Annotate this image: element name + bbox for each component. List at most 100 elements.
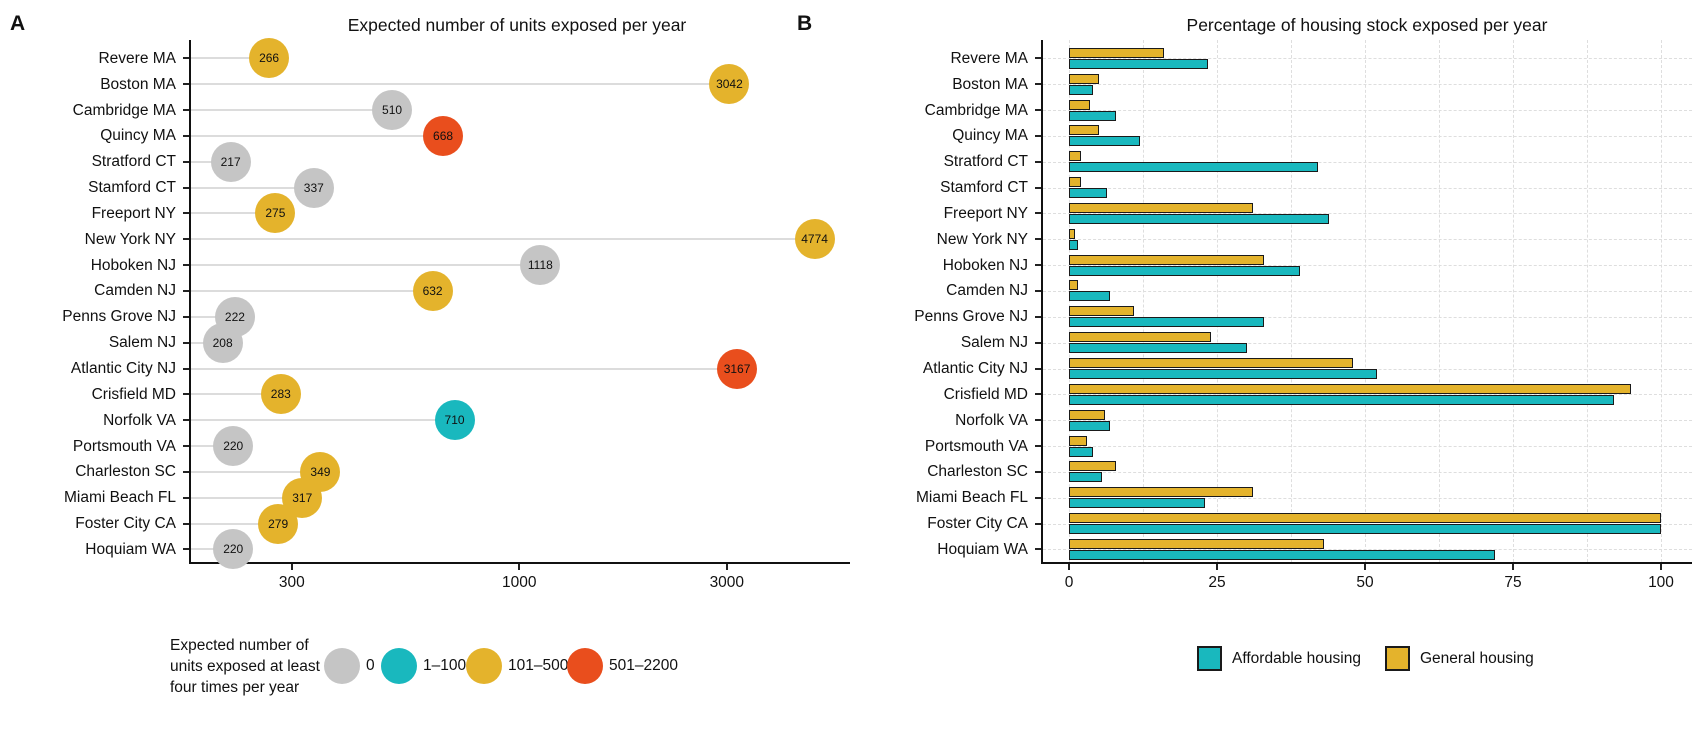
city-label: Revere MA	[98, 49, 176, 67]
city-label: Portsmouth VA	[924, 437, 1028, 455]
stem-line	[191, 289, 433, 292]
data-point-circle: 3167	[717, 348, 758, 389]
legend-circle	[466, 648, 502, 684]
gridline-horizontal	[1043, 265, 1692, 267]
city-label: New York NY	[84, 230, 176, 248]
legend-circle	[567, 648, 603, 684]
city-label: Camden NJ	[94, 282, 176, 300]
y-tick-mark	[1035, 134, 1041, 137]
stem-line	[191, 548, 234, 551]
y-tick-mark	[183, 393, 189, 396]
stem-line	[191, 315, 235, 318]
y-tick-mark	[1035, 264, 1041, 267]
y-tick-mark	[1035, 238, 1041, 241]
stem-line	[191, 134, 444, 137]
data-point-circle: 1118	[520, 245, 561, 286]
city-label: Salem NJ	[108, 334, 176, 352]
y-tick-mark	[183, 134, 189, 137]
gridline-horizontal	[1043, 110, 1692, 111]
bar-affordable-housing	[1069, 110, 1117, 121]
city-label: Miami Beach FL	[64, 489, 176, 507]
stem-line	[191, 57, 270, 60]
bar-general-housing	[1069, 125, 1099, 136]
bar-affordable-housing	[1069, 213, 1330, 224]
stem-line	[191, 419, 455, 422]
bar-affordable-housing	[1069, 317, 1265, 328]
city-label: Norfolk VA	[955, 411, 1028, 429]
y-tick-mark	[183, 264, 189, 267]
y-tick-mark	[183, 315, 189, 318]
gridline-horizontal	[1043, 58, 1692, 60]
bar-general-housing	[1069, 228, 1075, 239]
y-tick-mark	[1035, 367, 1041, 370]
y-tick-mark	[1035, 470, 1041, 473]
gridline-horizontal	[1043, 187, 1692, 189]
bar-affordable-housing	[1069, 420, 1111, 431]
legend-label: 0	[366, 657, 375, 674]
y-tick-mark	[183, 470, 189, 473]
data-point-circle: 632	[412, 270, 453, 311]
city-label: Boston MA	[952, 75, 1028, 93]
gridline-vertical	[1587, 40, 1588, 562]
bar-affordable-housing	[1069, 549, 1496, 560]
gridline-vertical	[1513, 40, 1514, 562]
bar-affordable-housing	[1069, 369, 1377, 379]
legend-circle	[381, 648, 417, 684]
gridline-horizontal	[1043, 135, 1692, 137]
stem-line	[191, 496, 303, 499]
y-tick-mark	[183, 160, 189, 163]
city-label: Cambridge MA	[924, 101, 1028, 119]
legend-circle	[324, 648, 360, 684]
x-axis-line	[1041, 562, 1692, 564]
gridline-horizontal	[1043, 420, 1692, 422]
panel-a-title: Expected number of units exposed per yea…	[347, 15, 687, 35]
stem-line	[191, 264, 541, 267]
city-label: Freeport NY	[91, 204, 176, 222]
data-point-circle: 217	[210, 141, 251, 182]
bar-general-housing	[1069, 513, 1661, 524]
city-label: Atlantic City NJ	[922, 360, 1028, 377]
y-tick-mark	[1035, 315, 1041, 318]
x-tick-mark	[290, 564, 293, 570]
city-label: Revere MA	[950, 49, 1028, 67]
city-label: Hoquiam WA	[937, 540, 1028, 558]
city-label: New York NY	[936, 230, 1028, 248]
y-tick-mark	[1035, 445, 1041, 448]
legend-title-line: units exposed at least	[170, 658, 320, 675]
x-tick-mark	[1068, 564, 1070, 570]
bar-affordable-housing	[1069, 239, 1078, 250]
city-label: Crisfield MD	[91, 385, 176, 403]
bar-general-housing	[1069, 280, 1078, 291]
data-point-circle: 4774	[794, 219, 835, 260]
city-label: Foster City CA	[75, 515, 176, 533]
y-tick-mark	[1035, 212, 1041, 215]
gridline-horizontal	[1043, 290, 1692, 292]
stem-line	[191, 109, 393, 111]
y-axis-line	[189, 40, 191, 564]
bar-general-housing	[1069, 99, 1090, 110]
city-label: Hoboken NJ	[90, 256, 176, 274]
gridline-vertical	[1217, 40, 1218, 562]
city-label: Quincy MA	[100, 127, 176, 145]
y-tick-mark	[183, 445, 189, 448]
y-tick-mark	[1035, 393, 1041, 396]
stem-line	[191, 186, 314, 189]
bar-general-housing	[1069, 461, 1117, 472]
x-axis-line	[189, 562, 850, 564]
legend-title-line: four times per year	[170, 679, 300, 696]
x-tick-label: 3000	[709, 574, 745, 591]
x-tick-label: 50	[1356, 574, 1374, 591]
y-axis-line	[1041, 40, 1043, 564]
gridline-horizontal	[1043, 342, 1692, 344]
stem-line	[191, 470, 321, 473]
gridline-horizontal	[1043, 316, 1692, 318]
data-point-circle: 710	[434, 400, 475, 441]
y-tick-mark	[183, 496, 189, 499]
y-tick-mark	[183, 341, 189, 344]
legend-label: General housing	[1420, 650, 1534, 667]
x-tick-mark	[518, 564, 521, 570]
city-label: Charleston SC	[75, 463, 176, 481]
y-tick-mark	[183, 186, 189, 189]
